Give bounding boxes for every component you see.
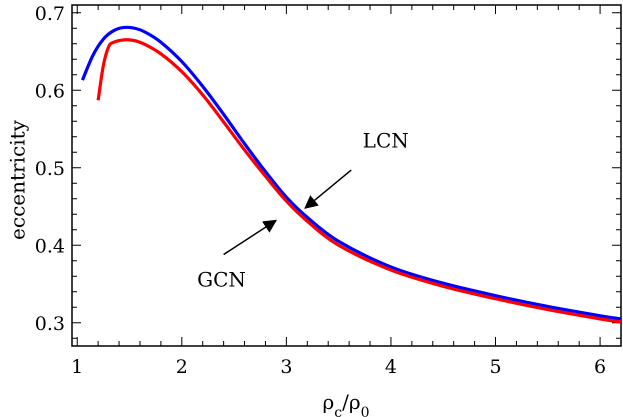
y-tick-label: 0.4 <box>35 235 65 257</box>
y-tick-label: 0.6 <box>35 80 65 102</box>
x-tick-label: 2 <box>176 356 188 378</box>
plot-frame <box>71 4 622 347</box>
series-line-red <box>96 38 622 324</box>
y-tick-label: 0.7 <box>35 3 65 25</box>
series-line-blue <box>80 25 622 321</box>
y-tick-label: 0.5 <box>35 158 65 180</box>
y-tick-label: 0.3 <box>35 313 65 335</box>
x-axis-label: ρc/ρ0 <box>322 390 369 417</box>
x-tick-label: 6 <box>594 356 606 378</box>
annotation-label-lcn: LCN <box>363 129 409 153</box>
x-tick-label: 1 <box>71 356 83 378</box>
x-tick-label: 5 <box>489 356 501 378</box>
y-axis-label: eccentricity <box>6 119 30 240</box>
x-tick-label: 4 <box>385 356 397 378</box>
x-tick-label: 3 <box>280 356 292 378</box>
annotation-label-gcn: GCN <box>197 267 246 291</box>
annotation-arrow-gcn <box>223 219 278 256</box>
annotation-arrow-lcn <box>304 169 352 209</box>
